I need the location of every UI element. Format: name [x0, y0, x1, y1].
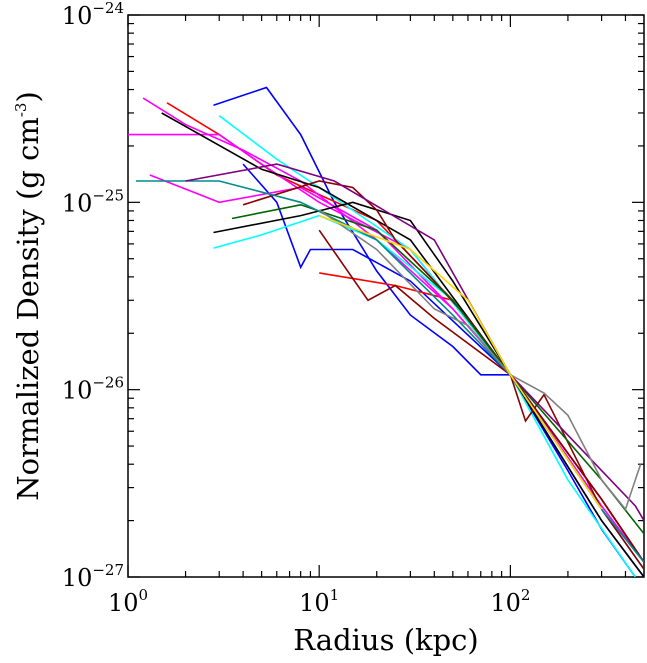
x-tick-exponent: 0	[139, 586, 149, 604]
x-tick-label: 100	[108, 586, 148, 617]
series-line	[213, 201, 644, 577]
series-line	[128, 133, 644, 570]
series-line	[231, 203, 644, 535]
x-tick-label: 102	[490, 586, 530, 617]
y-axis-label-main: Normalized Density (g cm	[11, 117, 45, 501]
y-tick-label: 10−24	[62, 0, 124, 30]
y-axis-label: Normalized Density (g cm-3)	[11, 91, 45, 501]
series-line	[149, 174, 644, 563]
series-line	[142, 97, 644, 563]
y-tick-base: 10	[62, 2, 93, 30]
y-tick-label: 10−26	[62, 374, 124, 405]
y-tick-exponent: −26	[92, 374, 124, 392]
series-line	[218, 115, 644, 570]
x-tick-base: 10	[299, 589, 330, 617]
series-line	[213, 86, 636, 577]
y-tick-label: 10−27	[62, 561, 124, 592]
y-tick-label: 10−25	[62, 186, 124, 217]
plot-frame	[127, 14, 645, 578]
series-line	[213, 214, 636, 577]
series-line	[242, 180, 644, 570]
series-line	[318, 229, 644, 563]
series-line	[161, 112, 644, 563]
y-tick-base: 10	[62, 377, 93, 405]
y-tick-base: 10	[62, 564, 93, 592]
x-tick-label: 101	[299, 586, 339, 617]
series-line	[242, 163, 644, 577]
x-axis-label: Radius (kpc)	[293, 623, 478, 657]
y-tick-base: 10	[62, 189, 93, 217]
x-tick-base: 10	[490, 589, 521, 617]
y-axis-label-end: )	[11, 91, 45, 102]
series-line	[318, 214, 603, 510]
x-tick-exponent: 1	[330, 586, 340, 604]
x-tick-exponent: 2	[521, 586, 531, 604]
y-tick-exponent: −25	[92, 186, 124, 204]
x-tick-base: 10	[108, 589, 139, 617]
y-axis-label-exponent: -3	[12, 103, 30, 118]
series-line	[318, 209, 642, 511]
y-tick-exponent: −27	[92, 561, 124, 579]
y-tick-exponent: −24	[92, 0, 124, 17]
